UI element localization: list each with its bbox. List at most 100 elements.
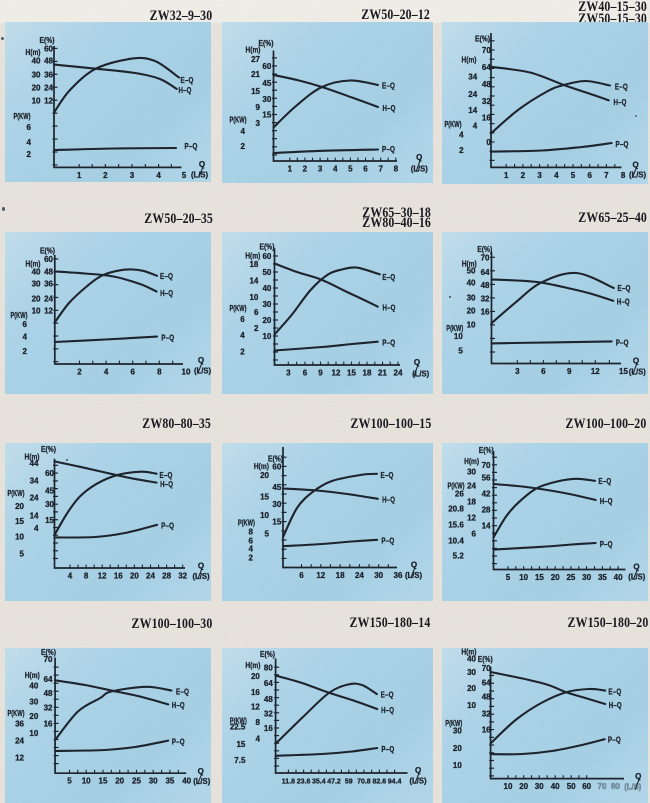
svg-text:4: 4 [156,171,161,180]
svg-text:80: 80 [264,663,273,672]
svg-text:15: 15 [347,369,356,378]
svg-text:34: 34 [468,73,477,82]
svg-text:6: 6 [240,315,245,324]
svg-text:6: 6 [27,123,32,132]
svg-text:8: 8 [84,572,89,581]
svg-text:42: 42 [482,490,491,499]
svg-text:Q: Q [632,161,638,170]
svg-text:H–Q: H–Q [160,288,173,298]
svg-text:10: 10 [82,777,91,786]
svg-text:Q: Q [198,356,204,365]
svg-text:2: 2 [254,324,259,333]
svg-text:21: 21 [378,369,387,378]
svg-text:30: 30 [149,777,158,786]
svg-text:E–Q: E–Q [181,75,194,85]
svg-text:6: 6 [254,308,259,317]
svg-text:45: 45 [262,79,271,88]
svg-text:Q: Q [198,767,204,776]
svg-text:30: 30 [32,279,41,288]
svg-text:H(m): H(m) [462,55,477,65]
svg-text:P–Q: P–Q [382,144,395,154]
svg-text:82.6: 82.6 [372,779,386,786]
svg-text:14: 14 [468,106,477,115]
svg-text:5: 5 [182,171,187,180]
svg-text:4: 4 [554,171,559,180]
svg-text:18: 18 [363,369,372,378]
svg-text:P–Q: P–Q [600,539,613,549]
svg-text:P–Q: P–Q [381,744,394,754]
svg-text:5: 5 [571,171,576,180]
svg-text:10: 10 [249,293,258,302]
svg-text:60: 60 [44,45,53,54]
svg-text:7.5: 7.5 [234,756,246,765]
svg-text:12: 12 [591,367,600,376]
svg-text:16: 16 [114,572,123,581]
svg-text:1: 1 [288,165,293,174]
svg-text:E(%): E(%) [479,445,494,455]
svg-text:21: 21 [251,70,260,79]
svg-text:2: 2 [249,553,254,562]
svg-text:E–Q: E–Q [160,271,173,281]
svg-text:E–Q: E–Q [618,283,631,293]
svg-text:9: 9 [318,369,323,378]
svg-text:40: 40 [32,268,41,277]
svg-text:12: 12 [44,306,53,315]
svg-text:P–Q: P–Q [185,141,198,151]
svg-text:P(KW): P(KW) [230,115,247,125]
svg-text:E(%): E(%) [260,242,275,252]
svg-text:40: 40 [182,777,191,786]
svg-text:10: 10 [32,96,41,105]
svg-text:80: 80 [611,782,620,791]
svg-text:20: 20 [260,471,269,480]
svg-text:H(m): H(m) [25,670,40,680]
svg-text:32: 32 [481,295,490,304]
svg-text:20: 20 [32,83,41,92]
svg-text:6: 6 [299,571,304,580]
svg-text:10: 10 [467,320,476,329]
svg-text:24: 24 [44,294,53,303]
svg-text:4: 4 [27,138,32,147]
svg-text:E(%): E(%) [478,654,493,664]
svg-text:P–Q: P–Q [616,338,629,348]
svg-text:8: 8 [249,527,254,536]
svg-text:1: 1 [77,171,82,180]
svg-text:30: 30 [272,500,281,509]
svg-text:P(KW): P(KW) [8,708,25,718]
svg-text:10.4: 10.4 [448,537,464,546]
svg-text:8: 8 [621,171,626,180]
svg-text:60: 60 [45,469,54,478]
svg-text:18: 18 [336,571,345,580]
svg-text:30: 30 [29,697,38,706]
svg-text:Q: Q [416,153,422,162]
svg-text:H(m): H(m) [462,259,477,269]
svg-text:20: 20 [32,294,41,303]
svg-text:10: 10 [262,332,271,341]
svg-text:30: 30 [453,727,462,736]
svg-text:4: 4 [240,331,245,340]
svg-text:48: 48 [44,57,53,66]
svg-text:15: 15 [619,367,628,376]
svg-text:15: 15 [45,516,54,525]
svg-text:10: 10 [519,573,528,582]
svg-text:E(%): E(%) [40,35,55,45]
svg-text:4: 4 [23,333,28,342]
svg-text:36: 36 [394,571,403,580]
svg-text:64: 64 [482,679,491,688]
svg-text:0: 0 [486,138,491,147]
svg-text:2: 2 [241,142,246,151]
svg-text:40: 40 [29,682,38,691]
svg-text:70: 70 [482,461,491,470]
svg-text:30: 30 [467,294,476,303]
svg-text:4: 4 [459,131,464,140]
svg-text:E(%): E(%) [259,38,274,48]
svg-text:P(KW): P(KW) [446,323,463,333]
svg-text:E(%): E(%) [475,34,490,44]
svg-text:60: 60 [262,252,271,261]
svg-text:9: 9 [256,103,261,112]
svg-text:24: 24 [468,90,477,99]
svg-text:P–Q: P–Q [172,737,185,747]
svg-text:40: 40 [551,782,560,791]
svg-text:40: 40 [614,573,623,582]
svg-text:3: 3 [130,171,135,180]
svg-text:20: 20 [262,316,271,325]
